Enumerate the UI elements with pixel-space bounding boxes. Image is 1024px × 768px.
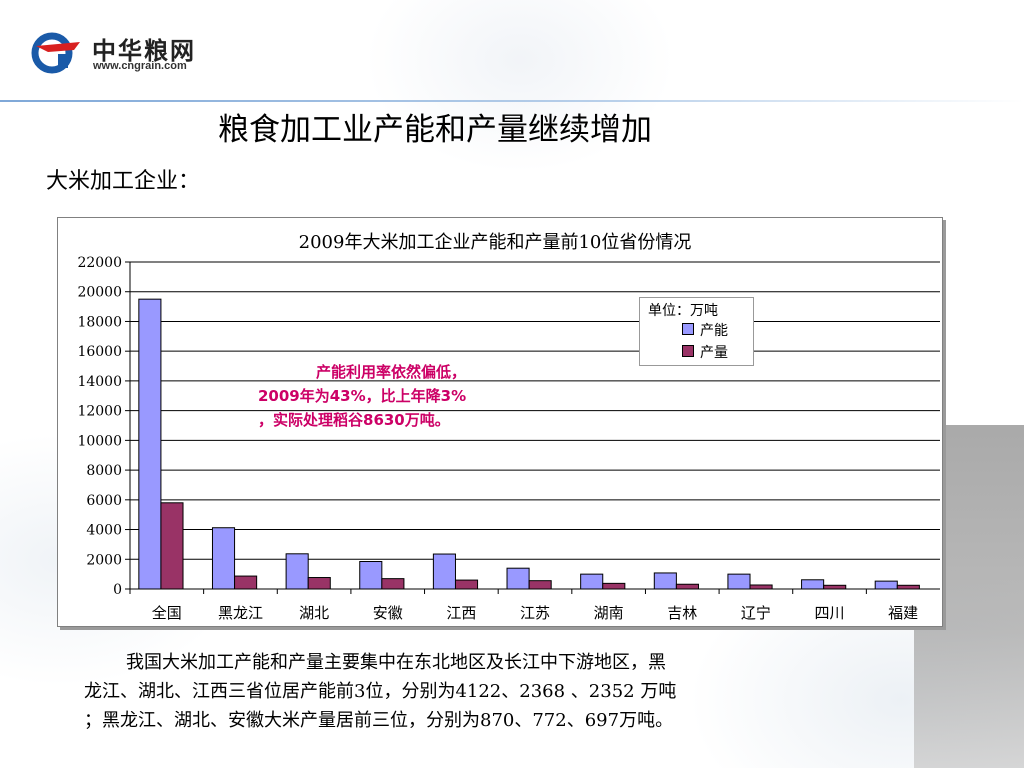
logo: 中华粮网 www.cngrain.com bbox=[28, 28, 228, 78]
bar-output bbox=[675, 583, 699, 590]
legend-item-output: 产量 bbox=[682, 342, 728, 362]
bar-output bbox=[896, 584, 920, 590]
header-divider bbox=[0, 100, 1024, 102]
legend-item-capacity: 产能 bbox=[682, 320, 728, 340]
bar-output bbox=[454, 579, 479, 590]
summary-line-3: ；黑龙江、湖北、安徽大米产量居前三位，分别为870、772、697万吨。 bbox=[84, 710, 674, 731]
y-tick-label: 22000 bbox=[77, 255, 122, 271]
y-tick-label: 14000 bbox=[77, 374, 122, 390]
x-category-label: 黑龙江 bbox=[218, 604, 263, 622]
x-category-label: 辽宁 bbox=[741, 604, 771, 622]
x-category-label: 吉林 bbox=[667, 604, 697, 622]
logo-name: 中华粮网 bbox=[92, 37, 196, 65]
section-subtitle: 大米加工企业： bbox=[46, 169, 201, 194]
annotation-line-1: 产能利用率依然偏低， bbox=[316, 363, 467, 381]
chart-frame: 2009年大米加工企业产能和产量前10位省份情况 0 2000 4000 6000 80… bbox=[57, 217, 943, 627]
bar-capacity bbox=[285, 553, 309, 590]
bar-output bbox=[823, 584, 847, 590]
y-tick-label: 16000 bbox=[77, 344, 122, 360]
page-title: 粮食加工业产能和产量继续增加 bbox=[218, 112, 652, 148]
chart-title: 2009年大米加工企业产能和产量前10位省份情况 bbox=[299, 232, 692, 253]
y-tick-label: 20000 bbox=[77, 285, 122, 301]
x-category-label: 四川 bbox=[815, 604, 845, 622]
y-tick-label: 18000 bbox=[77, 314, 122, 330]
bar-capacity bbox=[138, 298, 162, 590]
legend-swatch-capacity bbox=[682, 323, 694, 335]
bar-output bbox=[602, 582, 626, 590]
bar-capacity bbox=[211, 527, 236, 590]
bar-output bbox=[234, 575, 258, 590]
x-category-label: 安徽 bbox=[373, 604, 403, 622]
summary-paragraph: 我国大米加工产能和产量主要集中在东北地区及长江中下游地区，黑 龙江、湖北、江西三… bbox=[84, 648, 914, 735]
bar-capacity bbox=[874, 580, 898, 590]
y-tick-label: 0 bbox=[113, 582, 122, 598]
y-tick-label: 4000 bbox=[86, 523, 122, 539]
bar-output bbox=[749, 584, 773, 590]
bar-capacity bbox=[359, 561, 383, 590]
x-category-label: 全国 bbox=[152, 604, 182, 622]
logo-mark-icon bbox=[31, 32, 80, 74]
annotation-line-2: 2009年为43%，比上年降3% bbox=[258, 387, 467, 405]
bar-chart: 2009年大米加工企业产能和产量前10位省份情况 0 2000 4000 6000 80… bbox=[77, 232, 940, 622]
y-tick-label: 12000 bbox=[77, 404, 122, 420]
bar-output bbox=[307, 577, 331, 590]
y-tick-label: 2000 bbox=[86, 552, 122, 568]
bar-output bbox=[381, 578, 405, 590]
bar-capacity bbox=[580, 573, 604, 590]
legend-swatch-output bbox=[682, 345, 694, 357]
bar-output bbox=[528, 580, 552, 590]
x-category-label: 江西 bbox=[446, 604, 476, 622]
chart-legend: 单位：万吨 产能 产量 bbox=[639, 297, 754, 366]
logo-url: www.cngrain.com bbox=[93, 60, 187, 72]
legend-label-capacity: 产能 bbox=[700, 323, 728, 339]
x-category-label: 湖南 bbox=[594, 604, 624, 622]
x-category-label: 湖北 bbox=[299, 604, 329, 622]
annotation-line-3: ，实际处理稻谷8630万吨。 bbox=[258, 411, 450, 429]
bar-capacity bbox=[801, 579, 825, 590]
bar-capacity bbox=[506, 567, 530, 590]
bar-capacity bbox=[432, 553, 456, 590]
summary-line-1: 我国大米加工产能和产量主要集中在东北地区及长江中下游地区，黑 bbox=[126, 652, 666, 673]
bar-output bbox=[160, 502, 184, 590]
summary-line-2: 龙江、湖北、江西三省位居产能前3位，分别为4122、2368 、2352 万吨 bbox=[84, 681, 677, 702]
chart-annotation: 产能利用率依然偏低， 2009年为43%，比上年降3% ，实际处理稻谷8630万… bbox=[258, 360, 548, 432]
bar-capacity bbox=[653, 572, 677, 590]
x-category-label: 福建 bbox=[888, 604, 918, 622]
unit-label: 单位：万吨 bbox=[648, 303, 718, 319]
y-tick-label: 10000 bbox=[77, 433, 122, 449]
bar-capacity bbox=[727, 573, 751, 590]
y-tick-label: 6000 bbox=[86, 493, 122, 509]
legend-label-output: 产量 bbox=[700, 345, 728, 361]
y-tick-label: 8000 bbox=[86, 463, 122, 479]
x-category-label: 江苏 bbox=[520, 604, 550, 622]
